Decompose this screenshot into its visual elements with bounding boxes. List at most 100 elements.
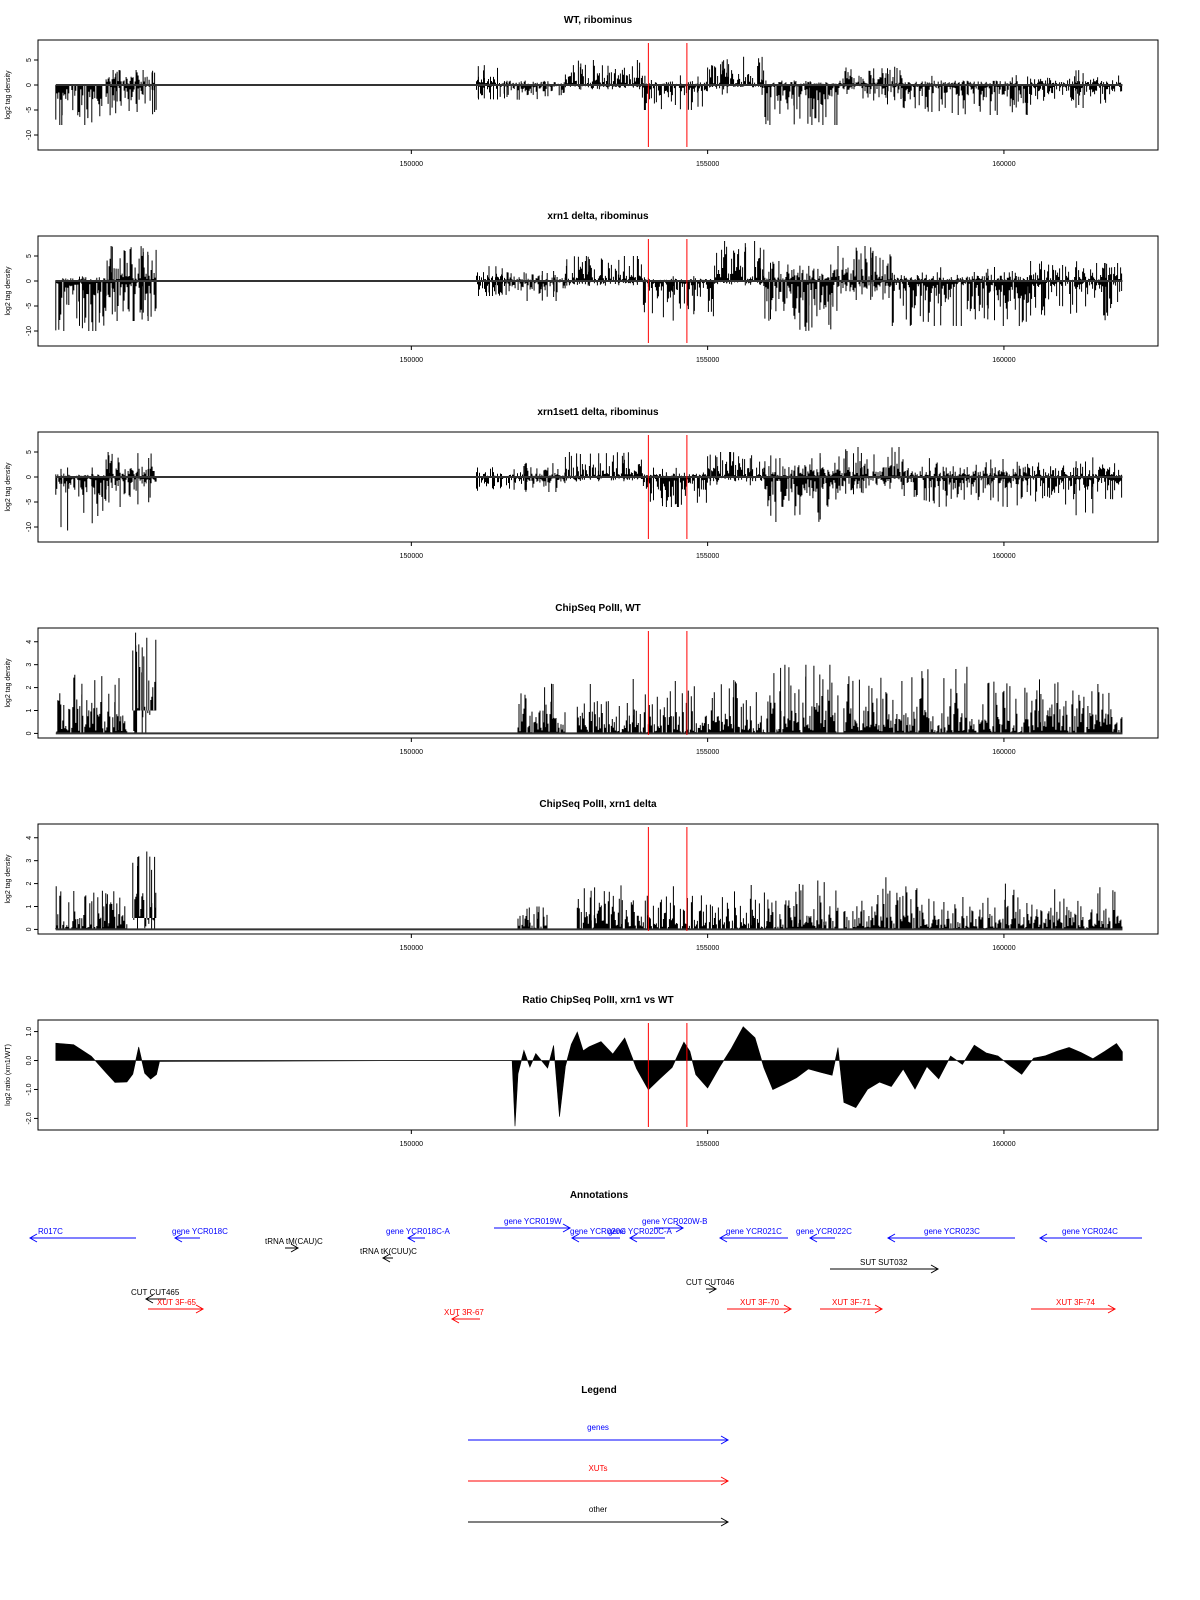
- feature-label: XUT 3F-74: [1056, 1298, 1096, 1307]
- feature-label: CUT CUT465: [131, 1288, 180, 1297]
- data-track: [55, 851, 1123, 930]
- feature-label: gene YCR020C: [570, 1227, 626, 1236]
- feature-trna-tk-cuu-c: tRNA tK(CUU)C: [360, 1247, 417, 1263]
- panel-title: ChipSeq PolII, WT: [555, 603, 641, 614]
- panel-title: Ratio ChipSeq PolII, xrn1 vs WT: [522, 995, 673, 1006]
- y-tick-label: 1: [26, 708, 33, 712]
- data-track: [55, 447, 1123, 531]
- x-tick-label: 150000: [400, 553, 423, 560]
- feature-xut-3f-74: XUT 3F-74: [1031, 1298, 1117, 1314]
- feature-label: gene YCR018C: [172, 1227, 228, 1236]
- legend-entry-xuts: XUTs: [468, 1464, 730, 1486]
- x-tick-label: 150000: [400, 1141, 423, 1148]
- y-tick-label: 0: [26, 475, 33, 479]
- panel-title: xrn1 delta, ribominus: [547, 211, 649, 222]
- feature-gene-ycr020w-b: gene YCR020W-B: [642, 1217, 708, 1233]
- feature-label: SUT SUT032: [860, 1258, 908, 1267]
- feature-label: gene YCR020W-B: [642, 1217, 708, 1226]
- feature-r017c: R017C: [28, 1227, 136, 1243]
- legend-entry-genes: genes: [468, 1423, 730, 1445]
- feature-label: gene YCR021C: [726, 1227, 782, 1236]
- y-tick-label: 0: [26, 731, 33, 735]
- feature-label: XUT 3F-65: [157, 1298, 197, 1307]
- x-tick-label: 155000: [696, 945, 719, 952]
- y-axis-label: log2 tag density: [5, 462, 12, 512]
- legend-arrow: [468, 1435, 730, 1445]
- feature-gene-ycr019w: gene YCR019W: [494, 1217, 572, 1233]
- feature-arrow: [381, 1253, 393, 1263]
- plot-frame: [37, 39, 1159, 151]
- feature-label: gene YCR023C: [924, 1227, 980, 1236]
- feature-label: gene YCR019W: [504, 1217, 562, 1226]
- feature-arrow: [830, 1264, 940, 1274]
- plot-frame: [37, 235, 1159, 347]
- legend-entries: genes XUTs other: [468, 1423, 730, 1527]
- y-axis-label: log2 tag density: [5, 70, 12, 120]
- y-axis-label: log2 ratio (xrn1/WT): [5, 1044, 12, 1106]
- feature-xut-3r-67: XUT 3R-67: [444, 1308, 484, 1324]
- y-tick-label: 1: [26, 904, 33, 908]
- legend-label: other: [589, 1505, 608, 1514]
- signal-bars: [55, 56, 1123, 125]
- feature-label: gene YCR018C-A: [386, 1227, 451, 1236]
- feature-gene-ycr018c: gene YCR018C: [172, 1227, 228, 1243]
- data-track: [56, 632, 1123, 734]
- feature-arrow: [144, 1294, 166, 1304]
- y-tick-label: 0: [26, 927, 33, 931]
- x-tick-label: 155000: [696, 161, 719, 168]
- panel-6: Ratio ChipSeq PolII, xrn1 vs WT 1.0 0.0 -1.…: [5, 995, 1159, 1148]
- data-track: [55, 56, 1123, 125]
- feature-arrow: [406, 1233, 425, 1243]
- feature-cut-cut465: CUT CUT465: [131, 1288, 180, 1304]
- signal-bars: [55, 447, 1123, 531]
- x-axis: 150000 155000 160000: [400, 150, 1016, 168]
- y-tick-label: 5: [26, 58, 33, 62]
- x-tick-label: 155000: [696, 357, 719, 364]
- x-tick-label: 160000: [992, 161, 1015, 168]
- x-tick-label: 150000: [400, 161, 423, 168]
- panel-2: xrn1 delta, ribominus 5 0 -5 -10 log2 tag den…: [5, 211, 1159, 364]
- panel-4: ChipSeq PolII, WT 0 1 2 3 4 log2 tag density 15…: [5, 603, 1159, 756]
- x-tick-label: 150000: [400, 945, 423, 952]
- annotations-panel: Annotations R017C gene YCR018C tRNA tM(CAU…: [28, 1190, 1142, 1324]
- x-tick-label: 150000: [400, 749, 423, 756]
- feature-arrow: [28, 1233, 136, 1243]
- y-tick-label: 3: [26, 859, 33, 863]
- feature-gene-ycr020c-a: gene YCR020C-A: [608, 1227, 673, 1243]
- y-tick-label: 2: [26, 686, 33, 690]
- feature-arrow: [173, 1233, 200, 1243]
- legend-label: XUTs: [588, 1464, 607, 1473]
- x-tick-label: 155000: [696, 553, 719, 560]
- feature-arrow: [1038, 1233, 1142, 1243]
- y-axis-label: log2 tag density: [5, 854, 12, 904]
- feature-label: tRNA tK(CUU)C: [360, 1247, 417, 1256]
- x-axis: 150000 155000 160000: [400, 1130, 1016, 1148]
- y-axis: 5 0 -5 -10 log2 tag density: [5, 450, 38, 532]
- annotation-features: R017C gene YCR018C tRNA tM(CAU)C gene YCR01…: [28, 1217, 1142, 1324]
- panel-title: xrn1set1 delta, ribominus: [537, 407, 659, 418]
- annotations-title: Annotations: [570, 1190, 629, 1201]
- y-tick-label: 0: [26, 279, 33, 283]
- x-tick-label: 150000: [400, 357, 423, 364]
- ratio-area: [55, 1026, 1123, 1127]
- feature-arrow: [628, 1233, 665, 1243]
- y-tick-label: -2.0: [26, 1112, 33, 1124]
- signal-bars: [56, 632, 1123, 734]
- feature-label: XUT 3F-71: [832, 1298, 872, 1307]
- y-tick-label: 5: [26, 254, 33, 258]
- feature-label: R017C: [38, 1227, 63, 1236]
- y-tick-label: 0.0: [26, 1056, 33, 1066]
- plot-frame: [37, 1019, 1159, 1131]
- y-tick-label: -1.0: [26, 1083, 33, 1095]
- data-track: [55, 1026, 1123, 1127]
- feature-label: XUT 3F-70: [740, 1298, 780, 1307]
- legend-label: genes: [587, 1423, 609, 1432]
- feature-xut-3f-71: XUT 3F-71: [820, 1298, 884, 1314]
- feature-arrow: [148, 1304, 205, 1314]
- feature-gene-ycr024c: gene YCR024C: [1038, 1227, 1142, 1243]
- x-tick-label: 160000: [992, 749, 1015, 756]
- signal-bars: [55, 241, 1123, 331]
- x-tick-label: 160000: [992, 1141, 1015, 1148]
